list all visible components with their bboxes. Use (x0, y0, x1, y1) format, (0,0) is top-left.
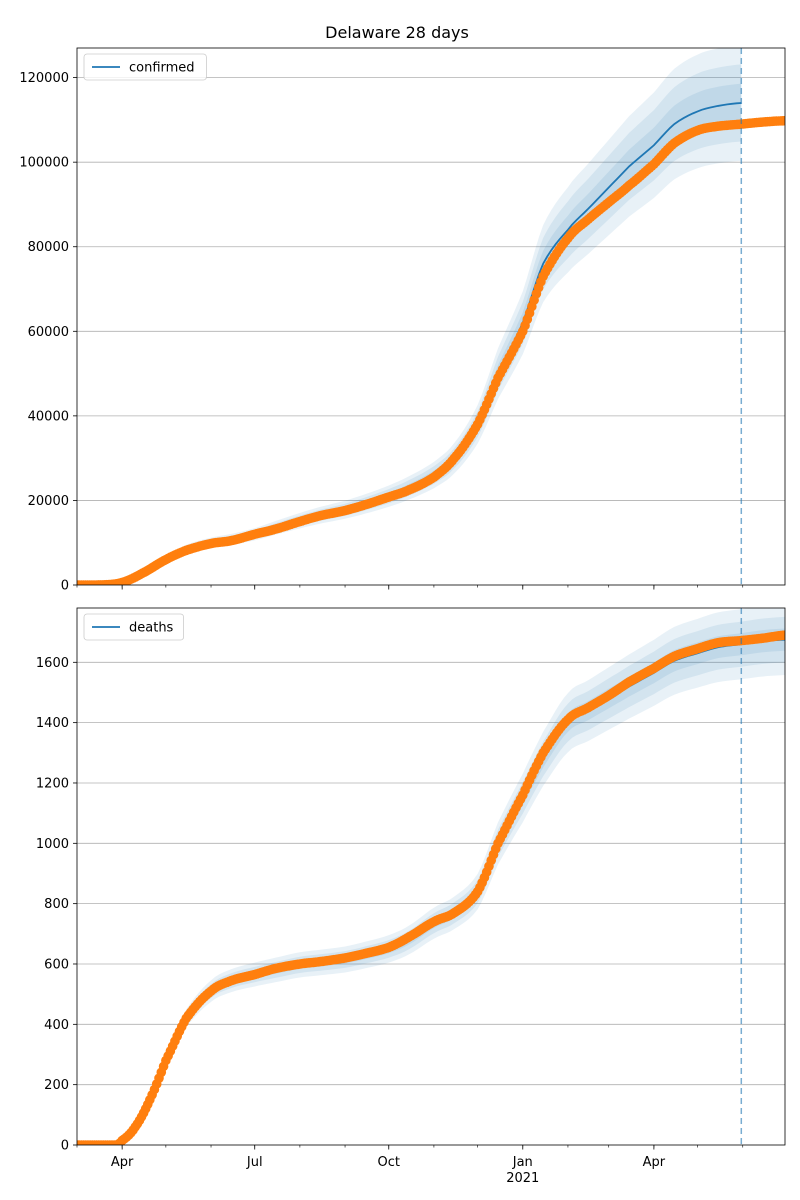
y-tick-label: 1600 (36, 656, 69, 671)
observed-point (780, 115, 785, 126)
y-tick-label: 0 (61, 579, 69, 594)
y-tick-label: 120000 (19, 71, 69, 86)
x-tick-year-label: 2021 (506, 1171, 539, 1186)
legend: deaths (83, 613, 184, 641)
uncertainty-band (77, 48, 742, 585)
x-tick-label: Apr (111, 1155, 134, 1170)
deaths-panel: 0 200 400 600 800 1000 1200 1400 1600 Apr Jul Oct Ja… (36, 607, 786, 1186)
plot-area (77, 48, 785, 585)
legend: confirmed (83, 53, 207, 81)
uncertainty-band (77, 628, 785, 1145)
chart-title: Delaware 28 days (325, 23, 469, 42)
x-tick-label: Oct (378, 1155, 400, 1170)
y-tick-label: 800 (44, 897, 69, 912)
legend-label-deaths: deaths (129, 621, 174, 636)
y-tick-label: 40000 (28, 409, 69, 424)
y-tick-label: 0 (61, 1139, 69, 1154)
legend-box (83, 613, 184, 641)
confirmed-panel: 0 20000 40000 60000 80000 100000 120000 confirm… (19, 47, 786, 594)
x-tick-label: Jan (512, 1155, 533, 1170)
y-tick-label: 1200 (36, 776, 69, 791)
legend-box (83, 53, 207, 81)
y-tick-label: 60000 (28, 325, 69, 340)
y-tick-label: 1400 (36, 716, 69, 731)
observed-point (780, 630, 785, 640)
plot-area (77, 608, 785, 1145)
legend-label-confirmed: confirmed (129, 61, 195, 76)
axes-frame (76, 607, 786, 1146)
uncertainty-band (77, 64, 742, 585)
y-tick-label: 100000 (19, 156, 69, 171)
x-tick-label: Apr (643, 1155, 666, 1170)
axes-frame (76, 47, 786, 586)
y-tick-label: 400 (44, 1018, 69, 1033)
x-tick-label: Jul (246, 1155, 263, 1170)
y-tick-label: 1000 (36, 837, 69, 852)
y-tick-label: 20000 (28, 494, 69, 509)
y-tick-label: 200 (44, 1078, 69, 1093)
uncertainty-band (77, 608, 785, 1145)
y-tick-label: 80000 (28, 240, 69, 255)
uncertainty-band (77, 83, 742, 585)
y-tick-label: 600 (44, 957, 69, 972)
series-line-deaths (77, 638, 785, 1145)
uncertainty-band (77, 616, 785, 1145)
